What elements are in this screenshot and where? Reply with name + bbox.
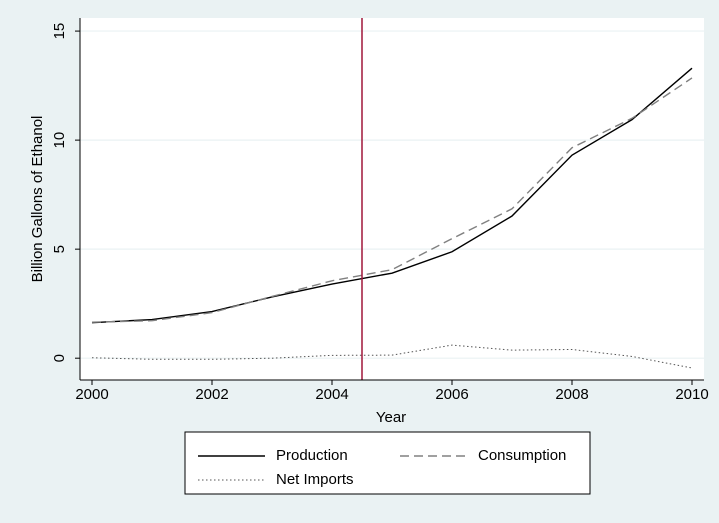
y-tick-label: 5 bbox=[51, 245, 68, 253]
x-tick-label: 2000 bbox=[75, 386, 108, 403]
series-line bbox=[91, 67, 693, 324]
x-tick-label: 2010 bbox=[675, 386, 708, 403]
x-tick-label: 2002 bbox=[195, 386, 228, 403]
y-tick-label: 15 bbox=[51, 23, 68, 40]
legend-label: Consumption bbox=[478, 447, 566, 464]
x-tick-label: 2006 bbox=[435, 386, 468, 403]
legend bbox=[184, 431, 591, 495]
x-axis-label: Year bbox=[376, 409, 406, 426]
x-tick-label: 2004 bbox=[315, 386, 348, 403]
legend-entries: Production Consumption Net Imports bbox=[198, 447, 566, 488]
legend-label: Production bbox=[276, 447, 348, 464]
y-tick-label: 0 bbox=[51, 354, 68, 362]
grid bbox=[80, 30, 704, 359]
plot bbox=[91, 18, 693, 380]
plot-area bbox=[80, 18, 704, 380]
y-axis-label: Billion Gallons of Ethanol bbox=[29, 116, 46, 283]
x-tick-label: 2008 bbox=[555, 386, 588, 403]
legend-label: Net Imports bbox=[276, 471, 354, 488]
y-tick-label: 10 bbox=[51, 132, 68, 149]
series-line bbox=[91, 77, 693, 323]
series-line bbox=[91, 344, 693, 369]
